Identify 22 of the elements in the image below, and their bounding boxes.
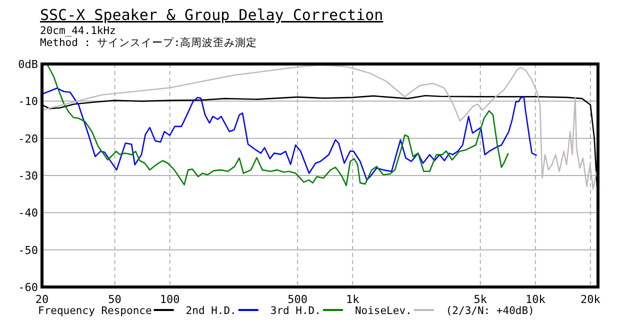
x-tick-label: 20k: [580, 293, 601, 306]
y-tick-label: -50: [18, 244, 38, 257]
y-tick-label: -40: [18, 206, 38, 220]
y-tick-label: -20: [18, 132, 38, 146]
x-tick-label: 50: [108, 293, 122, 306]
x-tick-label: 10k: [525, 293, 546, 306]
x-tick-label: 100: [160, 293, 180, 306]
x-tick-label: 1k: [346, 293, 360, 306]
chart-subtitle: 20cm_44.1kHz Method : サインスイープ:高周波歪み測定: [40, 25, 258, 49]
legend-label: NoiseLev.: [354, 305, 412, 317]
x-tick-label: 20: [35, 293, 49, 306]
text: (2/3/N: +40dB): [446, 305, 534, 317]
legend-label: 2nd H.D.: [186, 305, 236, 317]
y-tick-label: -30: [18, 170, 38, 182]
y-tick-label: -60: [18, 281, 38, 294]
x-tick-label: 500: [288, 293, 308, 306]
y-tick-label: 0dB: [18, 58, 38, 71]
x-tick-label: 5k: [474, 293, 488, 306]
chart-title: SSC-X Speaker & Group Delay Correction: [40, 6, 384, 24]
legend-label: 3rd H.D.: [270, 305, 321, 317]
y-tick-label: -10: [18, 95, 38, 108]
legend-label: Frequency Responce: [38, 305, 152, 317]
